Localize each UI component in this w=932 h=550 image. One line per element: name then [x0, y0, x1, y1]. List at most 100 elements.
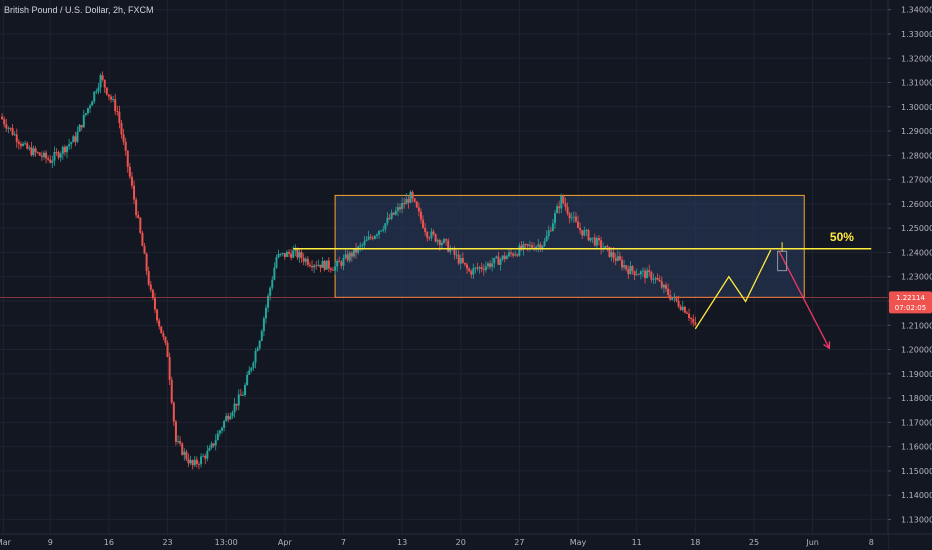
candle-body [66, 146, 69, 153]
candle-body [554, 213, 556, 224]
candle-body [225, 415, 228, 422]
candle-body [170, 379, 173, 403]
candle-body [212, 443, 215, 446]
candle-body [386, 217, 389, 224]
candle-body [424, 227, 427, 233]
candle-body [122, 134, 125, 142]
time-tick-label: 27 [514, 538, 524, 547]
candle-body [338, 261, 341, 263]
candle-body [570, 217, 573, 219]
candle-body [658, 280, 661, 282]
candle-body [164, 336, 167, 343]
candle-body [556, 206, 559, 214]
candle-body [218, 430, 221, 434]
time-tick-label: 16 [104, 538, 114, 547]
candle-body [135, 199, 138, 216]
candle-body [621, 259, 624, 268]
candle-body [648, 270, 651, 273]
candle-body [197, 463, 200, 465]
candle-body [195, 459, 198, 464]
candle-body [59, 153, 62, 158]
candle-body [688, 313, 691, 318]
candle-body [650, 272, 653, 280]
candle-body [260, 331, 263, 341]
candle-body [466, 264, 469, 269]
candle-body [675, 296, 678, 301]
candle-body [45, 152, 48, 159]
candle-body [692, 319, 695, 323]
candle-body [239, 394, 242, 396]
candle-body [367, 236, 370, 240]
candle-body [564, 203, 567, 208]
candle-body [233, 403, 236, 413]
price-tick-label: 1.16000 [901, 443, 932, 452]
candle-body [371, 237, 374, 239]
candle-body [296, 249, 299, 258]
candle-body [334, 266, 337, 271]
candle-body [489, 263, 492, 267]
candle-body [1, 116, 4, 120]
candle-body [690, 317, 693, 320]
candle-body [329, 268, 332, 270]
price-tick-label: 1.14000 [901, 491, 932, 500]
candle-body [141, 232, 144, 247]
price-tick-label: 1.26000 [901, 200, 932, 209]
projection-down-path [778, 250, 830, 349]
time-tick-label: 13:00 [215, 538, 238, 547]
candle-body [516, 254, 519, 256]
candle-body [254, 351, 257, 363]
time-tick-label: 23 [162, 538, 172, 547]
candle-body [160, 326, 163, 334]
candle-body [572, 216, 575, 218]
candle-body [484, 266, 487, 271]
candle-body [208, 447, 211, 451]
candle-body [652, 279, 655, 280]
candle-body [28, 147, 31, 149]
time-tick-label: 8 [869, 538, 874, 547]
candle-body [279, 253, 282, 255]
price-tick-label: 1.30000 [901, 103, 932, 112]
candle-body [118, 111, 121, 123]
candle-body [189, 460, 192, 464]
candle-body [38, 152, 41, 156]
candle-body [627, 268, 630, 275]
candle-body [503, 255, 506, 260]
candle-body [551, 223, 554, 231]
time-axis-background [0, 534, 888, 550]
candle-body [476, 267, 479, 269]
price-tick-label: 1.31000 [901, 79, 932, 88]
candle-body [585, 230, 588, 231]
candle-body [543, 241, 546, 246]
candle-body [262, 318, 265, 332]
candle-body [510, 252, 513, 254]
candle-body [210, 443, 213, 448]
candle-body [453, 248, 456, 255]
candle-body [340, 262, 343, 266]
candle-body [430, 231, 433, 238]
price-tick-label: 1.21000 [901, 321, 932, 330]
price-axis[interactable]: 1.34000 1.33000 1.32000 1.31000 1.30000 1.290… [887, 0, 932, 550]
time-axis[interactable]: Mar 9 16 23 13:00 Apr 7 13 20 27 May 11 18 25 Jun 8 [0, 533, 932, 550]
candle-body [72, 136, 75, 143]
candle-body [352, 248, 355, 257]
candle-body [5, 124, 8, 129]
candle-body [378, 230, 381, 235]
candle-body [145, 253, 148, 272]
candle-body [545, 235, 548, 242]
time-tick-label: Mar [0, 538, 12, 547]
candle-body [32, 148, 35, 156]
candle-body [70, 142, 73, 145]
candle-body [677, 300, 680, 307]
candle-body [405, 199, 408, 205]
candle-body [660, 281, 663, 288]
candle-body [537, 244, 540, 247]
candle-body [158, 320, 161, 327]
candle-body [80, 125, 83, 128]
candle-body [589, 237, 592, 241]
candle-body [526, 244, 529, 246]
candle-body [317, 264, 320, 266]
candle-body [579, 228, 582, 231]
candle-body [15, 134, 18, 142]
candle-body [315, 265, 318, 267]
